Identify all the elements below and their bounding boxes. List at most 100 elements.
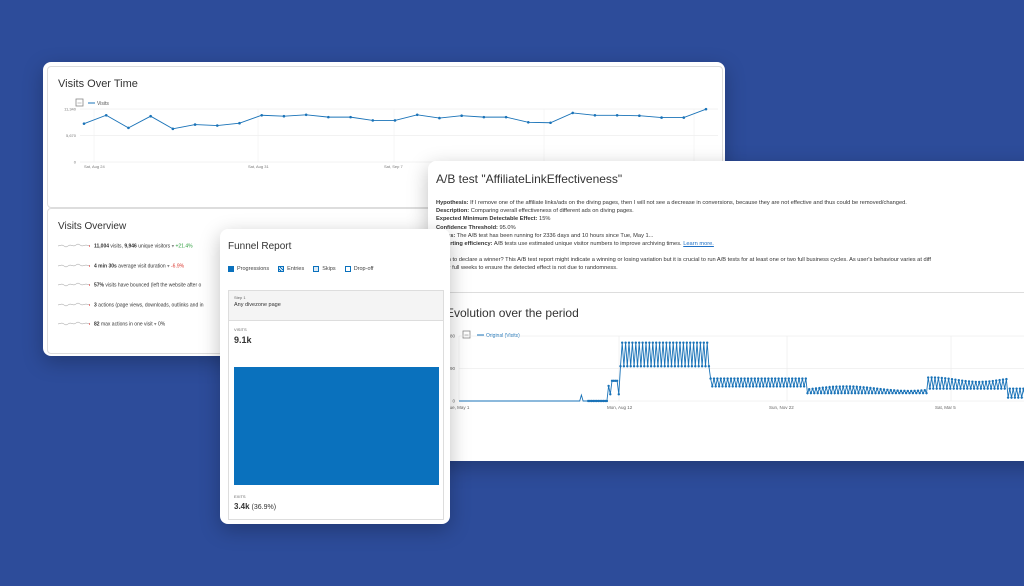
data-point[interactable] xyxy=(612,379,615,383)
data-point[interactable] xyxy=(695,341,699,344)
data-point[interactable] xyxy=(784,377,787,380)
data-point[interactable] xyxy=(593,113,597,117)
data-point[interactable] xyxy=(604,399,607,403)
data-point[interactable] xyxy=(668,341,671,344)
data-point[interactable] xyxy=(918,391,921,395)
data-point[interactable] xyxy=(826,391,830,395)
data-point[interactable] xyxy=(961,379,964,382)
data-point[interactable] xyxy=(921,391,925,395)
data-point[interactable] xyxy=(775,385,779,388)
data-point[interactable] xyxy=(707,365,711,368)
data-point[interactable] xyxy=(787,377,790,380)
data-point[interactable] xyxy=(690,365,694,368)
data-point[interactable] xyxy=(689,341,692,344)
data-point[interactable] xyxy=(942,387,945,390)
data-point[interactable] xyxy=(736,377,739,380)
data-point[interactable] xyxy=(238,121,241,125)
data-point[interactable] xyxy=(751,385,755,388)
data-point[interactable] xyxy=(1013,396,1017,399)
data-point[interactable] xyxy=(774,377,777,380)
data-point[interactable] xyxy=(886,388,889,392)
data-point[interactable] xyxy=(859,385,862,389)
data-point[interactable] xyxy=(733,377,736,380)
data-point[interactable] xyxy=(627,341,631,344)
data-point[interactable] xyxy=(758,385,762,388)
data-point[interactable] xyxy=(644,341,648,344)
data-point[interactable] xyxy=(879,387,882,391)
data-point[interactable] xyxy=(760,377,763,380)
data-point[interactable] xyxy=(614,379,617,383)
data-point[interactable] xyxy=(928,387,932,390)
data-point[interactable] xyxy=(998,378,1001,382)
data-point[interactable] xyxy=(930,376,933,379)
data-point[interactable] xyxy=(927,376,930,379)
data-point[interactable] xyxy=(974,380,977,384)
data-point[interactable] xyxy=(743,377,746,380)
data-point[interactable] xyxy=(959,387,962,390)
data-point[interactable] xyxy=(947,377,950,380)
data-point[interactable] xyxy=(680,365,683,368)
data-point[interactable] xyxy=(955,387,959,390)
data-point[interactable] xyxy=(617,393,620,396)
data-point[interactable] xyxy=(796,385,799,388)
data-point[interactable] xyxy=(648,341,651,344)
data-point[interactable] xyxy=(663,365,666,368)
data-point[interactable] xyxy=(840,391,843,395)
data-point[interactable] xyxy=(694,365,697,368)
data-point[interactable] xyxy=(629,365,632,368)
data-point[interactable] xyxy=(593,399,597,403)
data-point[interactable] xyxy=(1003,387,1006,390)
learn-more-link[interactable]: Learn more. xyxy=(683,241,714,248)
sparkline[interactable] xyxy=(57,321,91,327)
data-point[interactable] xyxy=(818,386,821,390)
data-point[interactable] xyxy=(605,399,609,403)
data-point[interactable] xyxy=(984,380,988,383)
data-point[interactable] xyxy=(678,341,682,344)
data-point[interactable] xyxy=(709,377,712,380)
data-point[interactable] xyxy=(835,385,838,388)
data-point[interactable] xyxy=(762,385,765,388)
data-point[interactable] xyxy=(842,385,845,388)
funnel-step-header[interactable]: Step 1 Any divezone page xyxy=(229,291,443,321)
data-point[interactable] xyxy=(962,387,966,390)
info-icon[interactable]: ▾ xyxy=(167,262,170,269)
data-point[interactable] xyxy=(661,341,665,344)
data-point[interactable] xyxy=(588,399,592,403)
data-point[interactable] xyxy=(717,385,721,388)
data-point[interactable] xyxy=(981,380,984,384)
data-point[interactable] xyxy=(814,387,818,390)
data-point[interactable] xyxy=(731,385,734,388)
legend-skips[interactable]: Skips xyxy=(313,266,336,272)
data-point[interactable] xyxy=(797,377,801,380)
data-point[interactable] xyxy=(910,389,913,393)
data-point[interactable] xyxy=(816,391,819,395)
data-point[interactable] xyxy=(896,389,899,392)
data-point[interactable] xyxy=(660,116,663,119)
data-point[interactable] xyxy=(865,386,869,389)
data-point[interactable] xyxy=(740,377,743,380)
data-point[interactable] xyxy=(976,387,979,390)
data-point[interactable] xyxy=(867,391,870,395)
data-point[interactable] xyxy=(738,385,741,388)
data-point[interactable] xyxy=(991,379,994,383)
data-point[interactable] xyxy=(571,111,575,115)
data-point[interactable] xyxy=(957,379,960,382)
data-point[interactable] xyxy=(838,385,841,388)
legend-visits[interactable]: Visits xyxy=(97,101,109,107)
data-point[interactable] xyxy=(809,391,813,395)
data-point[interactable] xyxy=(898,391,901,395)
data-point[interactable] xyxy=(682,116,686,119)
data-point[interactable] xyxy=(989,387,993,390)
data-point[interactable] xyxy=(393,119,397,122)
data-point[interactable] xyxy=(821,386,824,389)
data-point[interactable] xyxy=(862,386,865,389)
data-point[interactable] xyxy=(699,341,702,344)
data-point[interactable] xyxy=(750,377,753,380)
data-point[interactable] xyxy=(82,122,86,125)
data-point[interactable] xyxy=(971,380,974,383)
data-point[interactable] xyxy=(988,380,991,383)
data-point[interactable] xyxy=(872,387,875,390)
legend-progressions[interactable]: Progressions xyxy=(228,266,269,272)
visits-line[interactable] xyxy=(83,108,707,130)
original-visits-line[interactable] xyxy=(459,342,1024,402)
